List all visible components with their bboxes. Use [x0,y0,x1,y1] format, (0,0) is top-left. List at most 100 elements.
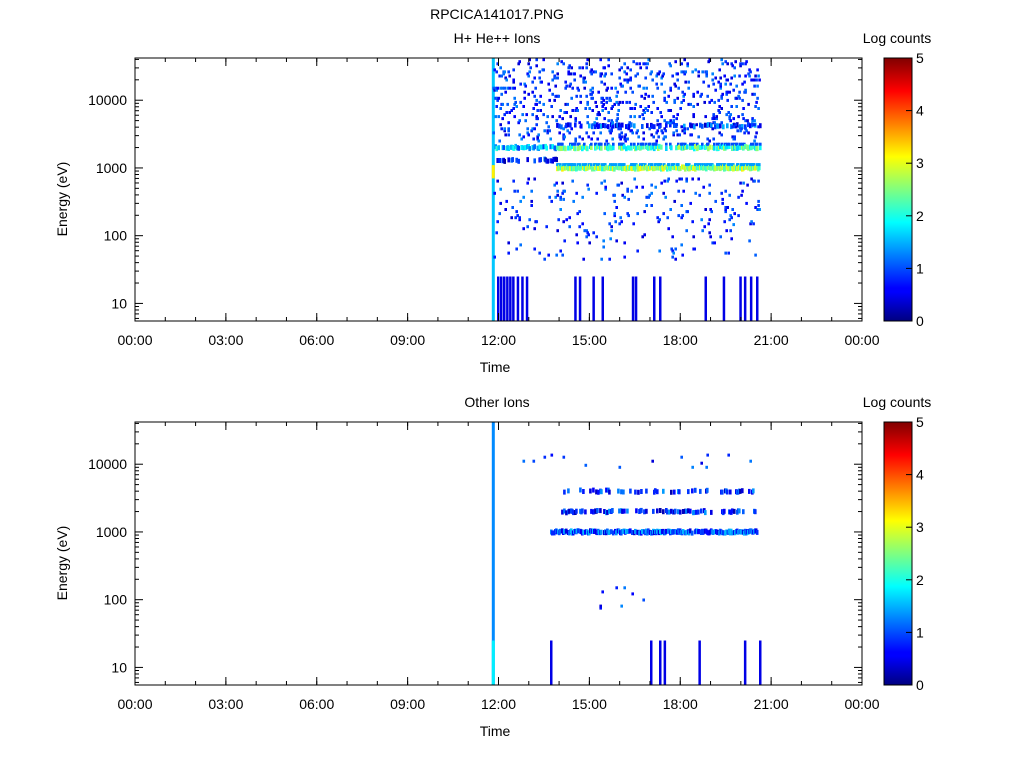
heatmap-cell [702,80,705,84]
heatmap-cell [751,123,754,127]
low-energy-bar [500,276,503,321]
heatmap-cell [669,142,672,146]
heatmap-cell [554,146,557,152]
heatmap-cell [619,82,622,86]
heatmap-cell [735,96,738,100]
heatmap-cell [730,62,733,66]
heatmap-cell [590,145,593,150]
heatmap-cell [719,235,722,239]
heatmap-cell [752,142,755,146]
heatmap-cell [689,145,692,150]
heatmap-cell [665,100,668,104]
heatmap-cell [560,124,563,130]
heatmap-cell [584,80,587,84]
heatmap-cell [729,82,732,86]
heatmap-cell [512,107,515,110]
heatmap-cell [565,84,568,88]
heatmap-cell [688,163,691,167]
heatmap-cell [708,231,711,235]
heatmap-cell [647,105,650,108]
heatmap-cell [659,508,662,513]
heatmap-cell [591,123,594,127]
heatmap-cell [655,82,658,86]
heatmap-cell [724,251,727,255]
heatmap-cell [637,142,640,146]
heatmap-cell [577,163,580,167]
heatmap-cell [664,129,667,133]
heatmap-cell [702,185,705,189]
heatmap-cell [665,122,668,128]
heatmap-cell [673,163,676,167]
heatmap-cell [673,82,676,86]
heatmap-cell [608,129,611,133]
heatmap-cell [677,214,680,218]
heatmap-cell [711,72,714,76]
heatmap-cell [661,74,664,78]
heatmap-cell [565,528,568,534]
heatmap-cell [566,102,569,106]
heatmap-cell [650,204,653,207]
heatmap-cell [567,70,570,74]
heatmap-cell [605,88,608,92]
heatmap-cell [538,251,541,255]
heatmap-cell [567,488,570,494]
heatmap-cell [640,489,643,494]
heatmap-cell [663,163,666,167]
heatmap-cell [754,509,757,515]
heatmap-cell [585,66,588,70]
heatmap-cell [721,489,724,495]
heatmap-cell [576,241,579,245]
heatmap-cell [706,137,709,141]
heatmap-cell [630,189,633,193]
heatmap-cell [560,60,563,64]
heatmap-cell [527,133,530,137]
heatmap-cell [633,107,636,110]
colorbar: 0 1 2 3 4 5 [883,414,924,693]
heatmap-cell [610,127,613,131]
heatmap-cell [510,109,513,112]
heatmap-cell [604,123,607,129]
heatmap-cell [519,82,522,86]
heatmap-cell [684,142,687,146]
heatmap-cell [738,74,741,78]
heatmap-cell [742,107,745,110]
heatmap-cell [742,117,745,121]
heatmap-cell [528,70,531,74]
heatmap-cell [595,489,598,495]
heatmap-cell [680,204,683,207]
heatmap-cell [623,70,626,74]
heatmap-cell [741,163,744,167]
heatmap-cell [682,509,685,514]
heatmap-cell [596,137,599,141]
heatmap-cell [700,508,703,514]
heatmap-cell [718,111,721,114]
heatmap-cell [549,144,552,150]
heatmap-cell [573,72,576,76]
heatmap-cell [644,92,647,96]
heatmap-cell [527,177,530,181]
heatmap-cell [617,109,620,112]
heatmap-cell [676,72,679,76]
heatmap-cell [707,222,710,226]
y-axis-title: Energy (eV) [54,526,70,601]
heatmap-cell [600,529,603,535]
heatmap-cell [650,183,653,187]
heatmap-cell [755,529,759,535]
heatmap-cell [607,111,610,114]
heatmap-cell [508,86,511,90]
heatmap-cell [656,123,659,127]
heatmap-cell [503,70,506,74]
heatmap-cell [672,133,675,137]
low-energy-bar [578,276,582,321]
heatmap-cell [626,189,629,193]
heatmap-cell [643,96,646,100]
heatmap-cell [578,142,581,146]
heatmap-cell [597,124,600,129]
heatmap-cell [599,131,602,135]
heatmap-cell [597,90,600,94]
heatmap-cell [697,529,701,534]
heatmap-cell [629,528,632,534]
heatmap-cell [497,145,500,151]
heatmap-cell [748,239,751,243]
heatmap-cell [621,193,624,197]
